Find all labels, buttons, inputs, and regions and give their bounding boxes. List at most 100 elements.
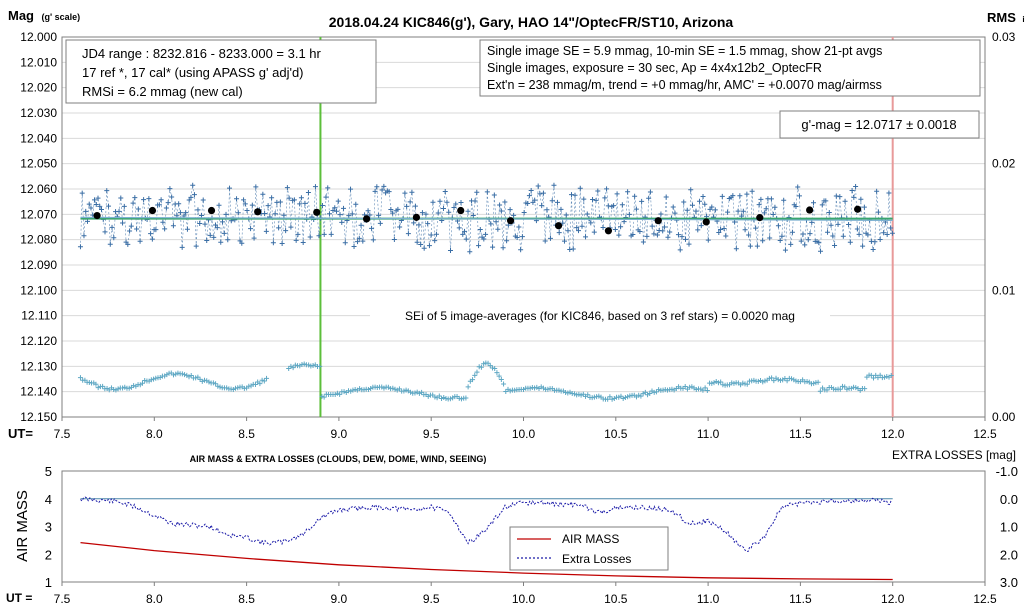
cal-point xyxy=(442,189,448,195)
info-left-line-1: JD4 range : 8232.816 - 8233.000 = 3.1 hr xyxy=(82,46,322,61)
rms-point xyxy=(576,391,582,397)
rms-point xyxy=(173,371,179,377)
cal-point xyxy=(91,197,97,203)
rms-point xyxy=(215,383,221,389)
cal-point xyxy=(372,188,378,194)
cal-point xyxy=(253,184,259,190)
cal-point xyxy=(348,186,354,192)
legend xyxy=(509,526,669,571)
cal-point xyxy=(775,223,781,229)
cal-point xyxy=(540,190,546,196)
extra-losses-axis-label: EXTRA LOSSES [mag] xyxy=(892,448,1016,462)
rms-point xyxy=(299,362,305,368)
rms-point xyxy=(884,373,890,379)
rms-point xyxy=(627,393,633,399)
bottom-x-tick-label: 9.5 xyxy=(423,592,440,606)
cal-point xyxy=(218,239,224,245)
average-point xyxy=(457,206,465,215)
cal-point xyxy=(386,189,392,195)
cal-point xyxy=(397,224,403,230)
rms-point xyxy=(317,363,323,369)
cal-point xyxy=(223,211,229,217)
cal-point xyxy=(690,202,696,208)
rms-point xyxy=(390,385,396,391)
y-tick-label: 12.020 xyxy=(20,81,57,95)
y2-tick-label: 0.00 xyxy=(992,410,1016,424)
cal-point xyxy=(211,234,217,240)
cal-point xyxy=(695,227,701,233)
cal-point xyxy=(302,200,308,206)
cal-point xyxy=(241,197,247,203)
cal-point xyxy=(288,224,294,230)
cal-point xyxy=(465,208,471,214)
cal-point xyxy=(390,210,396,216)
cal-point xyxy=(97,203,103,209)
cal-point xyxy=(134,226,140,232)
rms-point xyxy=(578,392,584,398)
y-tick-label: 12.110 xyxy=(21,309,57,323)
cal-point xyxy=(412,203,418,209)
cal-point xyxy=(740,208,746,214)
cal-point xyxy=(733,246,739,252)
x-tick-label: 10.5 xyxy=(604,427,628,441)
extra-losses-tick: 2.0 xyxy=(1000,547,1018,562)
cal-point xyxy=(95,195,101,201)
rms-point xyxy=(481,361,487,367)
rms-point xyxy=(472,372,478,378)
info-right-line-3: Ext'n = 238 mmag/m, trend = +0 mmag/hr, … xyxy=(487,78,882,92)
cal-point xyxy=(137,238,143,244)
cal-point xyxy=(453,201,459,207)
cal-point xyxy=(881,230,887,236)
rms-point xyxy=(853,385,859,391)
cal-point xyxy=(723,233,729,239)
rms-point xyxy=(182,372,188,378)
y-tick-label: 12.030 xyxy=(20,106,57,120)
cal-point xyxy=(99,206,105,212)
rms-point xyxy=(815,379,821,385)
rms-point xyxy=(534,384,540,390)
rms-point xyxy=(381,385,387,391)
cal-point xyxy=(407,199,413,205)
air-mass-tick: 3 xyxy=(45,520,52,535)
info-box-left xyxy=(65,39,377,104)
cal-point xyxy=(191,192,197,198)
cal-point xyxy=(702,201,708,207)
cal-point xyxy=(116,208,122,214)
cal-point xyxy=(851,194,857,200)
cal-point xyxy=(819,202,825,208)
y2-tick-label: 0.01 xyxy=(992,283,1016,297)
rms-point xyxy=(206,379,212,385)
rms-point xyxy=(837,386,843,392)
rms-point xyxy=(662,387,668,393)
cal-point xyxy=(491,192,497,198)
y-tick-label: 12.040 xyxy=(20,131,57,145)
cal-point xyxy=(749,188,755,194)
cal-point xyxy=(86,201,92,207)
cal-point xyxy=(675,232,681,238)
mean-mag-label: g'-mag = 12.0717 ± 0.0018 xyxy=(801,117,956,132)
cal-point xyxy=(419,210,425,216)
cal-point xyxy=(377,220,383,226)
y2-axis-label-suffix: i xyxy=(1022,15,1024,24)
cal-point xyxy=(789,229,795,235)
cal-point xyxy=(376,212,382,218)
average-point xyxy=(854,205,862,213)
cal-point xyxy=(367,212,373,218)
extra-losses-tick: 3.0 xyxy=(1000,575,1018,590)
rms-point xyxy=(77,375,83,381)
cal-point xyxy=(554,199,560,205)
rms-point xyxy=(131,383,137,389)
cal-point xyxy=(763,206,769,212)
cal-point xyxy=(837,194,843,200)
rms-point xyxy=(571,391,577,397)
rms-point xyxy=(122,384,128,390)
rms-point xyxy=(503,389,509,395)
cal-point xyxy=(460,231,466,237)
average-point xyxy=(254,208,262,216)
cal-point xyxy=(688,187,694,193)
cal-point xyxy=(630,232,636,238)
cal-point xyxy=(712,207,718,213)
rms-point xyxy=(875,375,881,381)
bottom-x-tick-label: 12.5 xyxy=(973,592,997,606)
rms-point xyxy=(224,385,230,391)
